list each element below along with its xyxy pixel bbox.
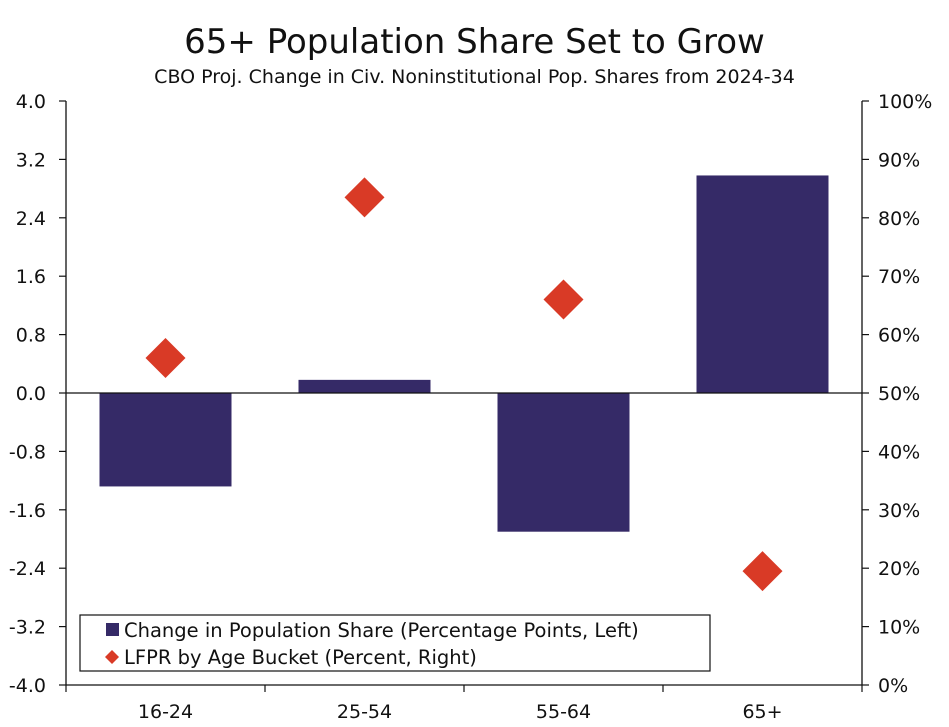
right-axis-tick-label: 40%: [878, 441, 920, 463]
x-axis-tick-label: 16-24: [138, 701, 193, 723]
x-axis-tick-label: 55-64: [536, 701, 591, 723]
right-axis-tick-label: 80%: [878, 208, 920, 230]
legend-label-bars: Change in Population Share (Percentage P…: [124, 619, 639, 642]
diamond-marker: [543, 279, 584, 320]
chart-subtitle: CBO Proj. Change in Civ. Noninstitutiona…: [154, 66, 795, 88]
left-axis-tick-label: 4.0: [16, 91, 46, 113]
chart-title: 65+ Population Share Set to Grow: [184, 22, 765, 62]
bar: [298, 379, 431, 393]
left-axis-tick-label: -1.6: [9, 500, 46, 522]
bar: [696, 175, 829, 393]
legend-label-diamonds: LFPR by Age Bucket (Percent, Right): [124, 646, 477, 669]
left-axis-tick-label: 0.0: [16, 383, 46, 405]
left-axis-tick-label: 3.2: [16, 149, 46, 171]
left-axis-tick-label: 1.6: [16, 266, 46, 288]
bar: [99, 393, 232, 487]
legend-bar-swatch: [106, 623, 119, 636]
right-axis-tick-label: 20%: [878, 558, 920, 580]
right-axis-tick-label: 100%: [878, 91, 932, 113]
right-axis-tick-label: 30%: [878, 500, 920, 522]
left-axis-tick-label: 0.8: [16, 325, 46, 347]
left-axis-tick-label: -4.0: [9, 675, 46, 697]
x-axis-tick-label: 65+: [742, 701, 782, 723]
x-axis-tick-label: 25-54: [337, 701, 392, 723]
right-axis-tick-label: 90%: [878, 149, 920, 171]
right-axis-tick-label: 60%: [878, 325, 920, 347]
diamond-marker: [742, 551, 783, 592]
legend-box: [79, 614, 711, 672]
diamond-marker: [145, 337, 186, 378]
right-axis-tick-label: 50%: [878, 383, 920, 405]
left-axis-tick-label: -0.8: [9, 441, 46, 463]
left-axis-tick-label: 2.4: [16, 208, 46, 230]
diamond-marker: [344, 177, 385, 218]
right-axis-tick-label: 0%: [878, 675, 908, 697]
right-axis-tick-label: 10%: [878, 617, 920, 639]
right-axis-tick-label: 70%: [878, 266, 920, 288]
left-axis-tick-label: -3.2: [9, 617, 46, 639]
legend-diamond-swatch: [105, 650, 119, 664]
bar: [497, 393, 630, 532]
left-axis-tick-label: -2.4: [9, 558, 46, 580]
